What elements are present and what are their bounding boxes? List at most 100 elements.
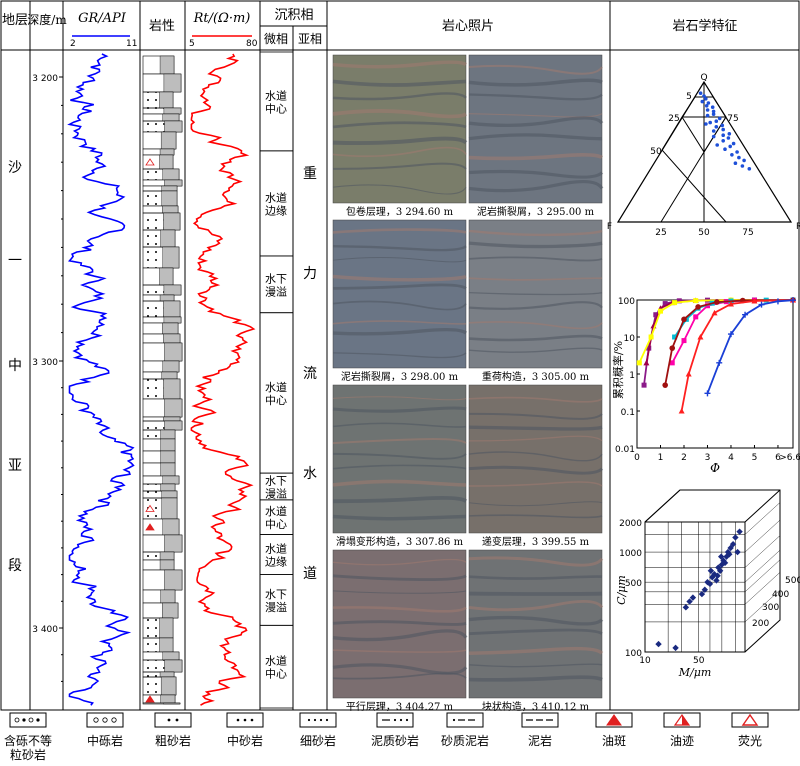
lithology-shade [162, 168, 180, 181]
core-photo-texture [468, 113, 603, 118]
core-photo-texture [332, 92, 467, 101]
core-photo-texture [468, 451, 603, 462]
prob-x-tick-label: 3 [705, 453, 711, 463]
lithology-column [142, 55, 183, 705]
legend-label: 中砂岩 [227, 733, 263, 748]
core-photo-texture [468, 321, 603, 330]
core-photo: 重荷构造，3 305.00 m [468, 219, 603, 383]
conglomerate-icon [86, 712, 124, 728]
core-photo-caption: 包卷层理，3 294.60 m [346, 205, 454, 218]
ternary-diagram: Q F R 5 25 75 50 25 50 75 [607, 73, 800, 238]
ternary-line-left [661, 96, 727, 223]
lithology-shade [159, 671, 175, 678]
core-photo-texture [468, 347, 603, 353]
core-photo-texture [332, 396, 467, 401]
lithology-shade [160, 589, 176, 604]
lithology-shade [159, 551, 175, 561]
ternary-point [723, 147, 727, 151]
depth-column: 3 200 3 300 3 400 [32, 74, 63, 682]
prob-point [678, 408, 685, 414]
core-photo-texture [468, 675, 603, 682]
ternary-point [698, 91, 703, 95]
legend-item-oil-trace: 油迹 [663, 712, 701, 748]
cm-point [716, 567, 724, 574]
lithology-shade [164, 534, 183, 553]
microfacies-label: 水道中心 [265, 654, 287, 681]
subfacies-char: 流 [303, 366, 317, 382]
core-photo-texture [332, 496, 468, 504]
core-photo-texture [332, 245, 467, 252]
core-photo-texture [468, 169, 604, 179]
cm-point [672, 644, 679, 652]
lithology-shade [163, 378, 181, 400]
ternary-point [721, 127, 725, 132]
core-photo-texture [332, 79, 467, 87]
lithology-shade [160, 462, 176, 477]
cm-grid-d [744, 535, 781, 568]
core-photo-texture [468, 179, 604, 193]
prob-point [704, 390, 711, 397]
formation-char: 亚 [8, 458, 22, 474]
prob-x-tick-label: 6 [775, 453, 781, 463]
lithology-shade [162, 360, 180, 373]
ternary-tick-label: 5 [686, 92, 692, 102]
core-photo-texture [468, 425, 603, 431]
cm-grid-d [744, 550, 781, 583]
core-photo: 平行层理，3 404.27 m [332, 549, 468, 713]
lithology-shade [160, 483, 176, 492]
ternary-vertex-label: F [607, 222, 612, 232]
formation-char: 中 [8, 358, 22, 374]
rt-curve [190, 53, 256, 706]
gr-curve [67, 53, 135, 706]
depth-header: 深度/m [27, 12, 67, 27]
ternary-point [747, 167, 752, 171]
core-photo-texture [468, 334, 603, 342]
legend-label: 砂质泥岩 [441, 733, 489, 748]
prob-series-line [680, 299, 794, 412]
core-photo-texture [332, 438, 467, 445]
core-photo-texture [332, 422, 467, 428]
prob-x-tick-label: 5 [752, 453, 758, 463]
cm-point [682, 604, 690, 611]
petro-header: 岩石学特征 [672, 18, 737, 34]
legend-item-mudstone: 泥岩 [521, 712, 559, 748]
lithology-shade [160, 229, 176, 248]
microfacies-label: 水道中心 [265, 504, 287, 531]
cm-y-tick-label: 1000 [619, 549, 642, 559]
lithology-shade [162, 205, 179, 214]
prob-point [653, 312, 659, 318]
lithology-shade [163, 333, 181, 344]
cm-x-label: M/μm [678, 666, 712, 679]
probability-chart: 0 1 2 3 4 5 6>6.64 0.01 0.1 1 10 100 Φ 累积概率/% [611, 297, 800, 475]
core-photo-texture [468, 301, 603, 310]
prob-point [742, 311, 749, 318]
rt-max: 80 [246, 39, 258, 49]
gr-min: 2 [70, 39, 76, 49]
core-photo: 块状构造，3 410.12 m [468, 549, 604, 713]
cm-side-tick-label: 400 [772, 590, 789, 600]
prob-series-line [706, 299, 794, 394]
legend-label: 泥质砂岩 [371, 733, 419, 748]
cm-grid-d [744, 519, 781, 553]
log-frame [0, 0, 800, 711]
prob-y-tick-label: 100 [618, 297, 635, 307]
lithology-shade [164, 659, 183, 673]
cm-x-tick-label: 10 [639, 656, 651, 666]
photo-header: 岩心照片 [442, 19, 494, 34]
core-photo-texture [332, 257, 467, 263]
lithology-shade [162, 113, 180, 122]
core-photo-texture [332, 629, 468, 642]
prob-point [693, 314, 699, 320]
cm-y-tick-label: 2000 [619, 519, 642, 529]
core-photo: 滑塌变形构造，3 307.86 m [332, 384, 468, 548]
prob-point [672, 300, 678, 306]
lithology-shade [161, 190, 178, 207]
core-photo-texture [332, 136, 468, 146]
coarse-sandstone-icon [154, 712, 192, 728]
core-photo-texture [468, 116, 604, 128]
ternary-point [706, 101, 711, 105]
core-photo-texture [468, 501, 603, 507]
lithology-shade [163, 107, 182, 115]
